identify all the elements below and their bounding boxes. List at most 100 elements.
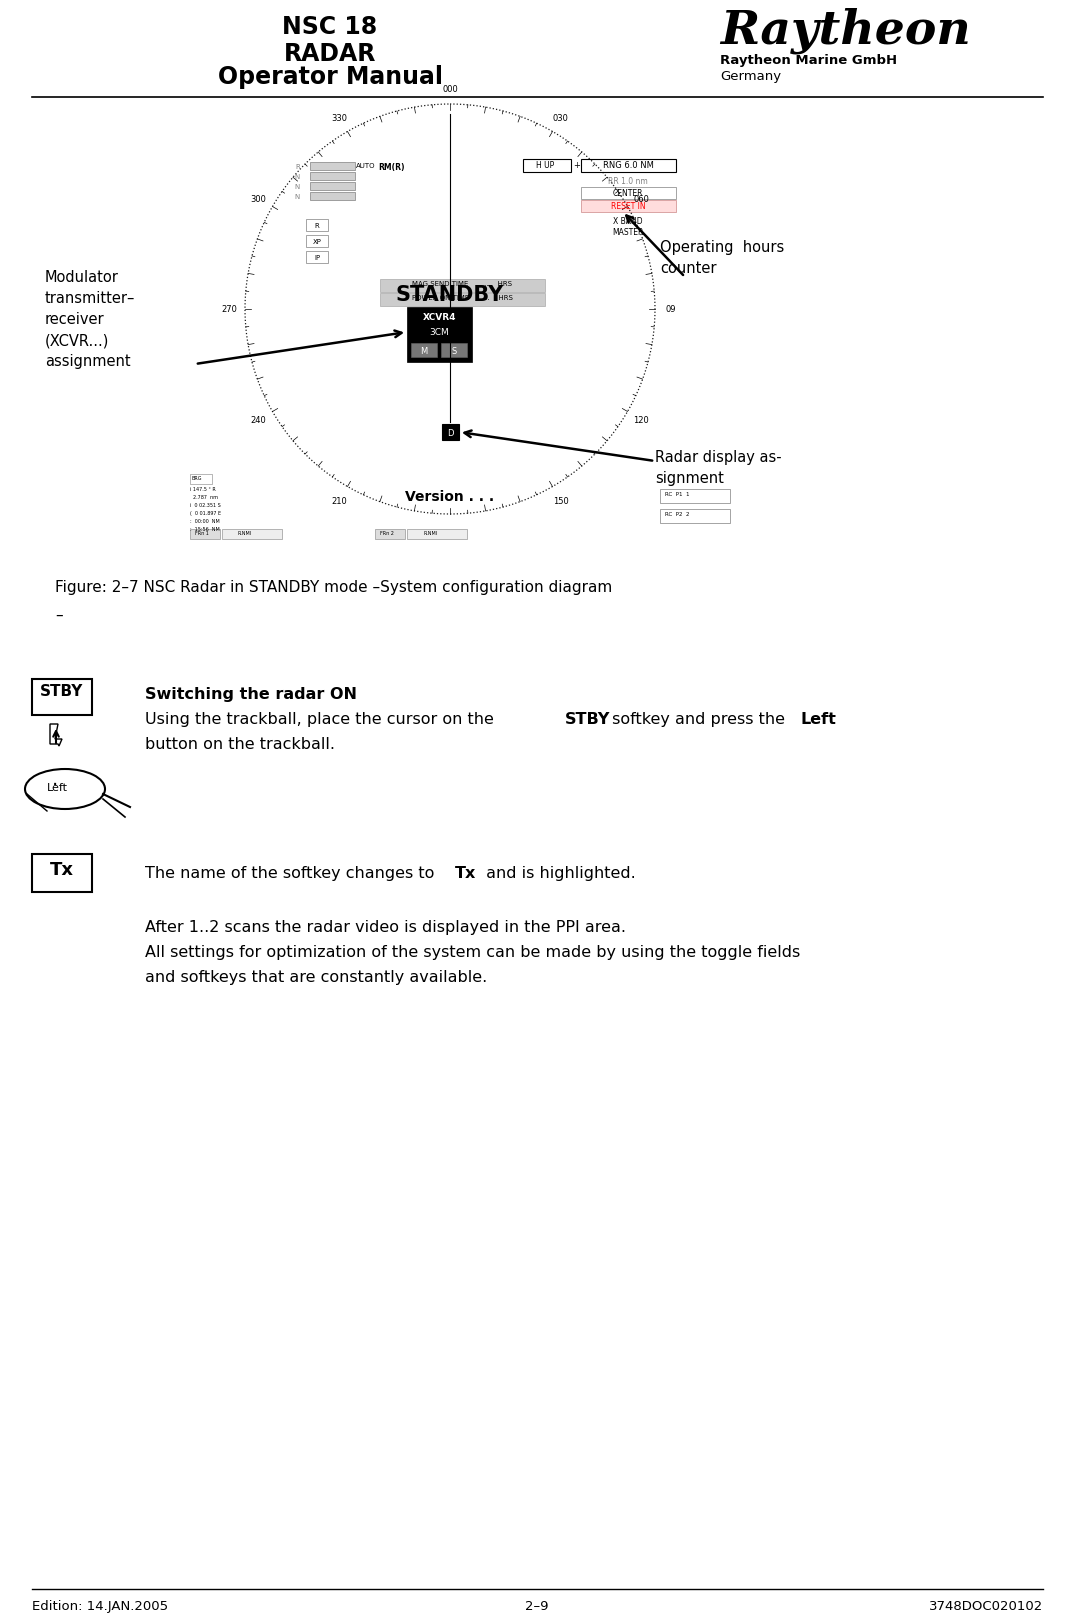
- Text: 240: 240: [250, 415, 267, 425]
- Text: XP: XP: [313, 239, 321, 245]
- Text: MASTER: MASTER: [613, 227, 644, 237]
- Text: MAG SEND TIME    .....    HRS: MAG SEND TIME ..... HRS: [412, 281, 512, 287]
- Text: Figure: 2–7 NSC Radar in STANDBY mode –System configuration diagram: Figure: 2–7 NSC Radar in STANDBY mode –S…: [55, 579, 613, 594]
- Text: Edition: 14.JAN.2005: Edition: 14.JAN.2005: [32, 1599, 168, 1612]
- Bar: [310, 193, 355, 201]
- Text: 330: 330: [331, 114, 347, 123]
- Text: IP: IP: [314, 255, 320, 261]
- Text: RESET IN: RESET IN: [611, 201, 645, 211]
- Text: RNG 6.0 NM: RNG 6.0 NM: [603, 161, 654, 170]
- Text: 300: 300: [250, 195, 267, 204]
- Text: AUTO: AUTO: [356, 162, 375, 169]
- Text: NSC 18: NSC 18: [283, 15, 377, 39]
- Bar: [190, 529, 220, 540]
- Text: 270: 270: [221, 305, 236, 315]
- Text: +: +: [573, 161, 579, 170]
- Text: Raytheon Marine GmbH: Raytheon Marine GmbH: [720, 54, 898, 67]
- Text: 150: 150: [553, 497, 569, 506]
- Text: :  00:00  NM: : 00:00 NM: [190, 519, 219, 524]
- Text: POWER ON TIME    .....    HRS: POWER ON TIME ..... HRS: [412, 295, 513, 300]
- Text: R: R: [315, 222, 319, 229]
- Text: Modulator
transmitter–
receiver
(XCVR...)
assignment: Modulator transmitter– receiver (XCVR...…: [45, 269, 135, 368]
- Text: (  0 01.897 E: ( 0 01.897 E: [190, 511, 221, 516]
- Text: FRn 1: FRn 1: [195, 531, 209, 536]
- Text: .: .: [52, 769, 58, 789]
- Text: The name of the softkey changes to: The name of the softkey changes to: [145, 865, 440, 880]
- Bar: [580, 188, 676, 200]
- Text: STANDBY: STANDBY: [396, 284, 504, 305]
- Text: R: R: [296, 164, 300, 170]
- Text: Version . . .: Version . . .: [405, 490, 494, 503]
- Text: and is highlighted.: and is highlighted.: [481, 865, 635, 880]
- Text: 2.787  nm: 2.787 nm: [190, 495, 218, 500]
- Text: D: D: [447, 428, 454, 437]
- Text: 030: 030: [553, 114, 569, 123]
- Text: 09: 09: [665, 305, 676, 315]
- Bar: [306, 252, 328, 265]
- Bar: [379, 294, 545, 307]
- Bar: [375, 529, 405, 540]
- Text: H UP: H UP: [535, 161, 554, 170]
- Text: :  15:56  NM: : 15:56 NM: [190, 527, 219, 532]
- Bar: [379, 279, 545, 292]
- Text: N: N: [295, 193, 300, 200]
- Text: X BAND: X BAND: [613, 217, 643, 226]
- Text: R.NMI: R.NMI: [238, 531, 253, 536]
- Bar: [32, 854, 92, 893]
- Bar: [407, 308, 472, 364]
- Text: STBY: STBY: [565, 711, 611, 727]
- Text: Raytheon: Raytheon: [720, 8, 971, 55]
- Ellipse shape: [25, 769, 105, 810]
- Bar: [524, 161, 571, 174]
- Text: 060: 060: [633, 195, 649, 204]
- Bar: [660, 510, 730, 524]
- Text: Tx: Tx: [51, 860, 74, 878]
- Text: RADAR: RADAR: [284, 42, 376, 67]
- Bar: [32, 680, 92, 716]
- Text: Radar display as-
signment: Radar display as- signment: [655, 450, 782, 485]
- Text: Switching the radar ON: Switching the radar ON: [145, 687, 357, 701]
- Text: N: N: [295, 183, 300, 190]
- Text: Tx: Tx: [455, 865, 476, 880]
- Bar: [442, 425, 459, 441]
- Bar: [310, 174, 355, 180]
- Text: N: N: [295, 174, 300, 180]
- Text: RR 1.0 nm: RR 1.0 nm: [608, 177, 648, 187]
- Text: S: S: [452, 346, 457, 355]
- Polygon shape: [51, 724, 62, 747]
- Text: XCVR4: XCVR4: [422, 313, 456, 321]
- Bar: [407, 529, 467, 540]
- Bar: [310, 183, 355, 192]
- Text: Operator Manual: Operator Manual: [217, 65, 443, 89]
- Text: 120: 120: [633, 415, 649, 425]
- Text: Left: Left: [47, 782, 68, 792]
- Text: RM(R): RM(R): [378, 162, 404, 172]
- Bar: [310, 162, 355, 170]
- Text: RC  P2  2: RC P2 2: [665, 511, 689, 516]
- Bar: [223, 529, 282, 540]
- Text: button on the trackball.: button on the trackball.: [145, 737, 335, 751]
- Text: Germany: Germany: [720, 70, 782, 83]
- Text: All settings for optimization of the system can be made by using the toggle fiel: All settings for optimization of the sys…: [145, 945, 800, 959]
- Text: FRn 2: FRn 2: [379, 531, 393, 536]
- Text: Left: Left: [800, 711, 836, 727]
- Bar: [660, 490, 730, 503]
- Text: 210: 210: [331, 497, 347, 506]
- Text: i 147.5 ° R: i 147.5 ° R: [190, 487, 216, 492]
- Bar: [306, 219, 328, 232]
- Text: softkey and press the: softkey and press the: [607, 711, 790, 727]
- Text: Operating  hours
counter: Operating hours counter: [660, 240, 785, 276]
- Bar: [190, 474, 212, 485]
- Text: and softkeys that are constantly available.: and softkeys that are constantly availab…: [145, 969, 487, 985]
- Text: M: M: [420, 346, 428, 355]
- Text: BRG: BRG: [191, 476, 201, 480]
- Text: STBY: STBY: [41, 683, 84, 698]
- Text: After 1..2 scans the radar video is displayed in the PPI area.: After 1..2 scans the radar video is disp…: [145, 920, 626, 935]
- Bar: [306, 235, 328, 248]
- Bar: [441, 344, 467, 357]
- Text: –: –: [55, 607, 62, 623]
- Bar: [411, 344, 438, 357]
- Bar: [580, 201, 676, 213]
- Bar: [580, 161, 676, 174]
- Text: 000: 000: [442, 84, 458, 94]
